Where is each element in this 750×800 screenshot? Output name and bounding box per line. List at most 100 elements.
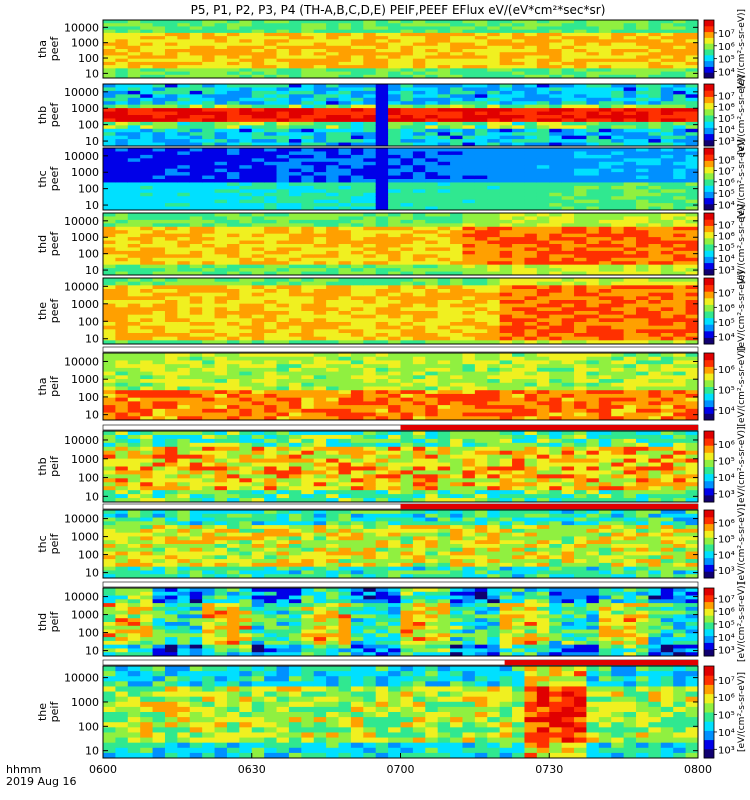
heatmap-cell <box>623 240 637 245</box>
heatmap-cell <box>239 230 253 235</box>
heatmap-cell <box>164 94 178 99</box>
heatmap-cell <box>660 203 674 208</box>
heatmap-cell <box>152 240 166 245</box>
colorbar-tick-label: 10⁵ <box>718 189 735 200</box>
heatmap-cell <box>152 219 166 224</box>
heatmap-cell <box>375 158 389 163</box>
heatmap-cell <box>189 29 203 34</box>
heatmap-cell <box>425 118 439 123</box>
heatmap-cell <box>115 20 129 24</box>
heatmap-cell <box>425 101 439 106</box>
heatmap-cell <box>177 58 191 63</box>
heatmap-cell <box>140 237 154 242</box>
heatmap-cell <box>400 226 414 231</box>
heatmap-cell <box>103 65 116 69</box>
heatmap-cell <box>400 29 414 34</box>
heatmap-cell <box>140 240 154 245</box>
heatmap-cell <box>288 101 302 106</box>
heatmap-cell <box>512 219 525 224</box>
heatmap-cell <box>251 257 265 262</box>
heatmap-cell <box>388 108 401 113</box>
heatmap-cell <box>450 223 463 228</box>
heatmap-cell <box>598 71 612 76</box>
heatmap-cell <box>524 108 538 113</box>
heatmap-cell <box>251 271 265 276</box>
heatmap-cell <box>412 264 426 269</box>
heatmap-cell <box>474 87 488 92</box>
heatmap-cell <box>462 250 476 255</box>
heatmap-cell <box>611 39 625 44</box>
heatmap-cell <box>115 397 129 402</box>
heatmap-cell <box>474 65 488 69</box>
heatmap-cell <box>202 278 216 283</box>
heatmap-cell <box>536 219 550 224</box>
heatmap-cell <box>673 216 687 221</box>
heatmap-cell <box>524 68 538 73</box>
heatmap-cell <box>462 20 476 24</box>
heatmap-cell <box>288 32 302 37</box>
heatmap-cell <box>140 333 154 338</box>
heatmap-cell <box>251 154 265 159</box>
heatmap-cell <box>623 121 637 126</box>
colorbar-frame <box>703 277 715 345</box>
heatmap-cell <box>648 216 662 221</box>
heatmap-cell <box>425 257 439 262</box>
heatmap-cell <box>437 121 451 126</box>
heatmap-cell <box>648 333 662 338</box>
heatmap-cell <box>499 142 513 147</box>
heatmap-cell <box>350 26 364 31</box>
heatmap-cell <box>226 371 240 376</box>
heatmap-cell <box>549 26 563 31</box>
heatmap-cell <box>524 26 538 31</box>
heatmap-cell <box>462 132 476 137</box>
heatmap-cell <box>462 219 476 224</box>
heatmap-cell <box>636 281 649 286</box>
heatmap-cell <box>103 336 116 341</box>
heatmap-cell <box>648 336 662 341</box>
colorbar-step <box>704 328 714 332</box>
heatmap-cell <box>350 307 364 312</box>
heatmap-cell <box>288 29 302 34</box>
heatmap-cell <box>350 151 364 156</box>
heatmap-cell <box>164 154 178 159</box>
heatmap-cell <box>363 219 377 224</box>
heatmap-cell <box>673 250 687 255</box>
heatmap-cell <box>425 300 439 305</box>
heatmap-cell <box>375 340 389 345</box>
heatmap-cell <box>623 175 637 180</box>
heatmap-cell <box>338 233 352 238</box>
heatmap-cell <box>251 408 265 414</box>
heatmap-cell <box>127 307 141 312</box>
heatmap-cell <box>636 307 649 312</box>
heatmap-cell <box>400 192 414 197</box>
heatmap-cell <box>140 254 154 259</box>
heatmap-cell <box>549 151 563 156</box>
heatmap-cell <box>611 90 625 95</box>
heatmap-cell <box>487 128 501 133</box>
heatmap-cell <box>127 55 141 60</box>
heatmap-cell <box>103 154 116 159</box>
heatmap-cell <box>512 261 525 266</box>
heatmap-cell <box>301 71 315 76</box>
colorbar-step <box>704 152 714 155</box>
heatmap-cell <box>189 213 203 217</box>
heatmap-cell <box>177 307 191 312</box>
heatmap-cell <box>574 74 587 79</box>
heatmap-cell <box>487 322 501 327</box>
heatmap-cell <box>375 203 389 208</box>
heatmap-cell <box>549 213 563 217</box>
heatmap-cell <box>549 244 563 248</box>
heatmap-cell <box>524 20 538 24</box>
heatmap-cell <box>350 401 364 406</box>
heatmap-cell <box>239 336 253 341</box>
heatmap-cell <box>189 125 203 130</box>
heatmap-cell <box>524 49 538 53</box>
spectrogram-cells <box>103 213 699 276</box>
heatmap-cell <box>524 296 538 301</box>
heatmap-cell <box>214 257 228 262</box>
heatmap-cell <box>226 296 240 301</box>
heatmap-cell <box>388 196 401 201</box>
heatmap-cell <box>338 101 352 106</box>
colorbar-step <box>704 162 714 166</box>
heatmap-cell <box>152 158 166 163</box>
